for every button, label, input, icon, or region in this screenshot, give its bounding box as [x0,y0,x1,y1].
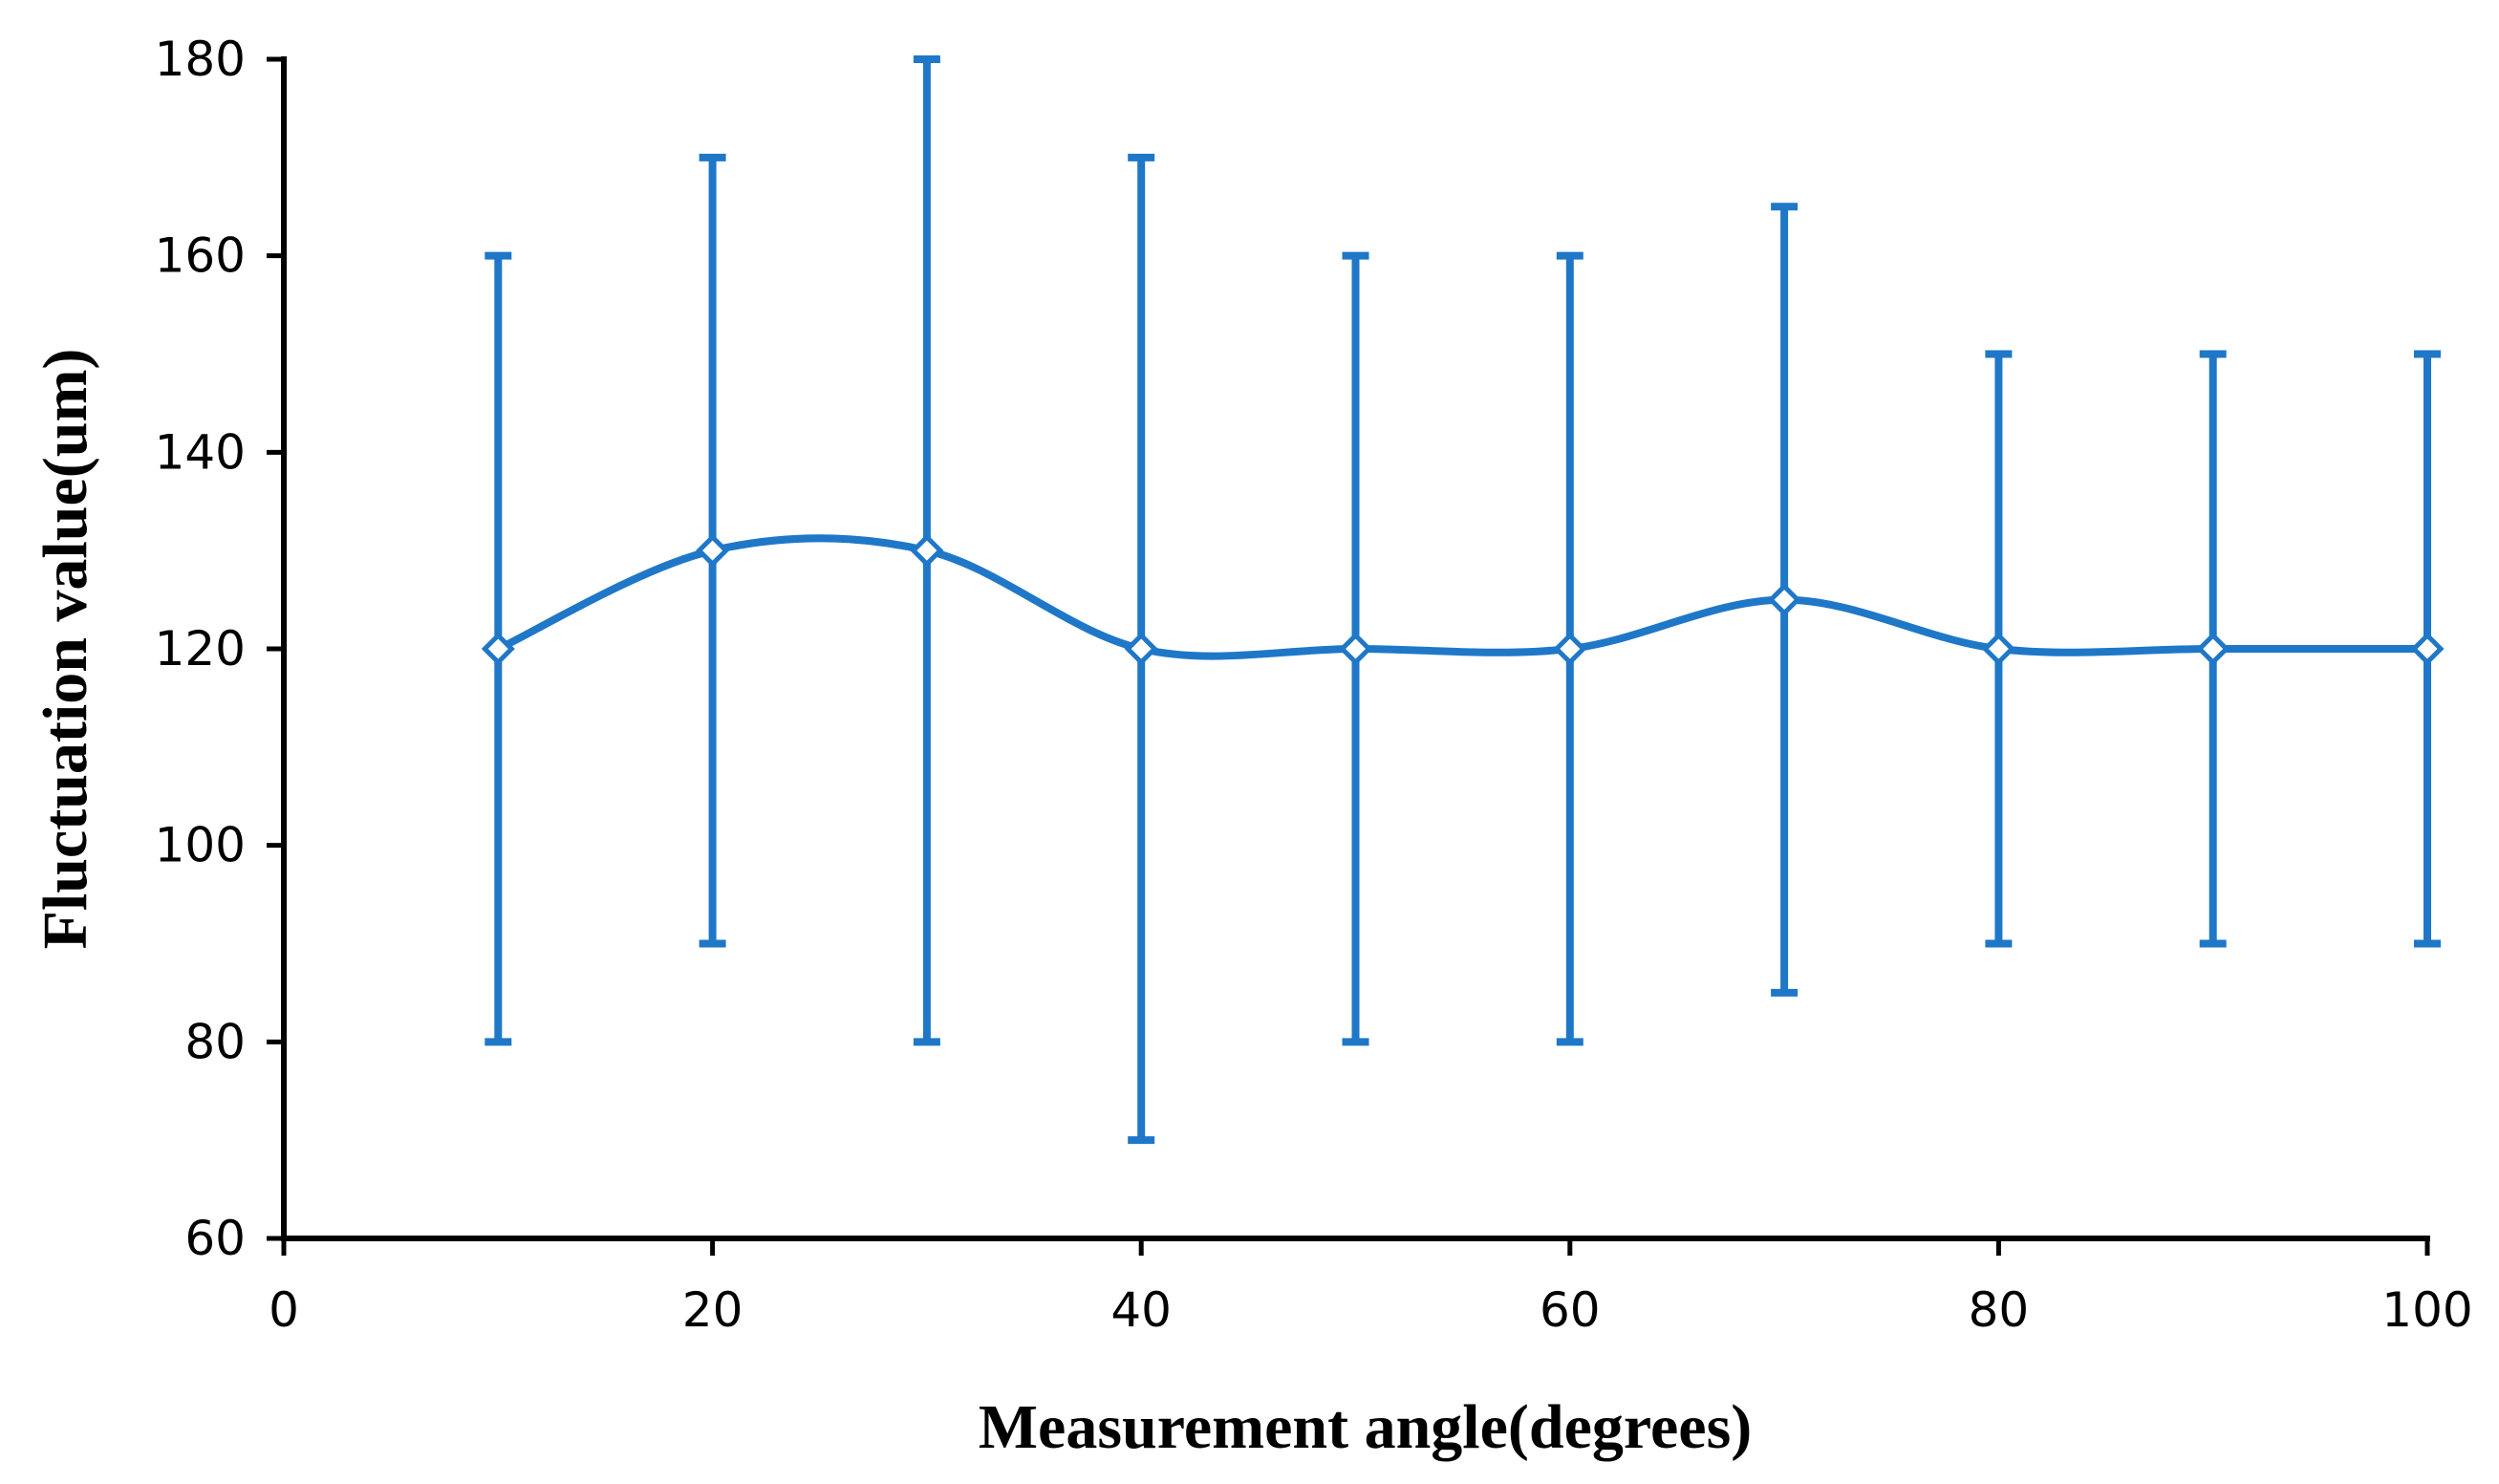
data-point-marker [1981,632,2015,666]
y-ticks: 60 80 100 120 140 160 180 [155,32,284,1266]
y-tick-label: 60 [184,1211,246,1266]
x-tick-label: 20 [682,1282,743,1338]
x-tick-label: 100 [2381,1282,2472,1338]
x-tick-label: 60 [1540,1282,1601,1338]
y-tick-label: 160 [155,228,246,284]
data-point-marker [1767,583,1801,617]
data-point-marker [2410,632,2445,666]
x-tick-label: 40 [1110,1282,1172,1338]
x-tick-label: 80 [1969,1282,2030,1338]
error-bars [485,55,2441,1145]
y-tick-label: 120 [155,621,246,677]
data-points [481,533,2445,666]
data-point-marker [2196,632,2230,666]
series-line [496,534,2427,660]
x-tick-label: 0 [269,1282,299,1338]
data-point-marker [1553,632,1587,666]
y-tick-label: 80 [184,1014,246,1069]
y-tick-label: 100 [155,818,246,873]
data-point-marker [910,533,944,568]
x-ticks: 0 20 40 60 80 100 [269,1238,2473,1338]
y-tick-label: 180 [155,32,246,87]
data-point-marker [481,632,515,666]
data-point-marker [1338,632,1373,666]
x-axis-title: Measurement angle(degrees) [979,1392,1753,1462]
data-point-marker [696,533,730,568]
data-point-marker [1124,632,1158,666]
y-tick-label: 140 [155,424,246,480]
y-axis-title: Fluctuation value(um) [31,349,100,950]
